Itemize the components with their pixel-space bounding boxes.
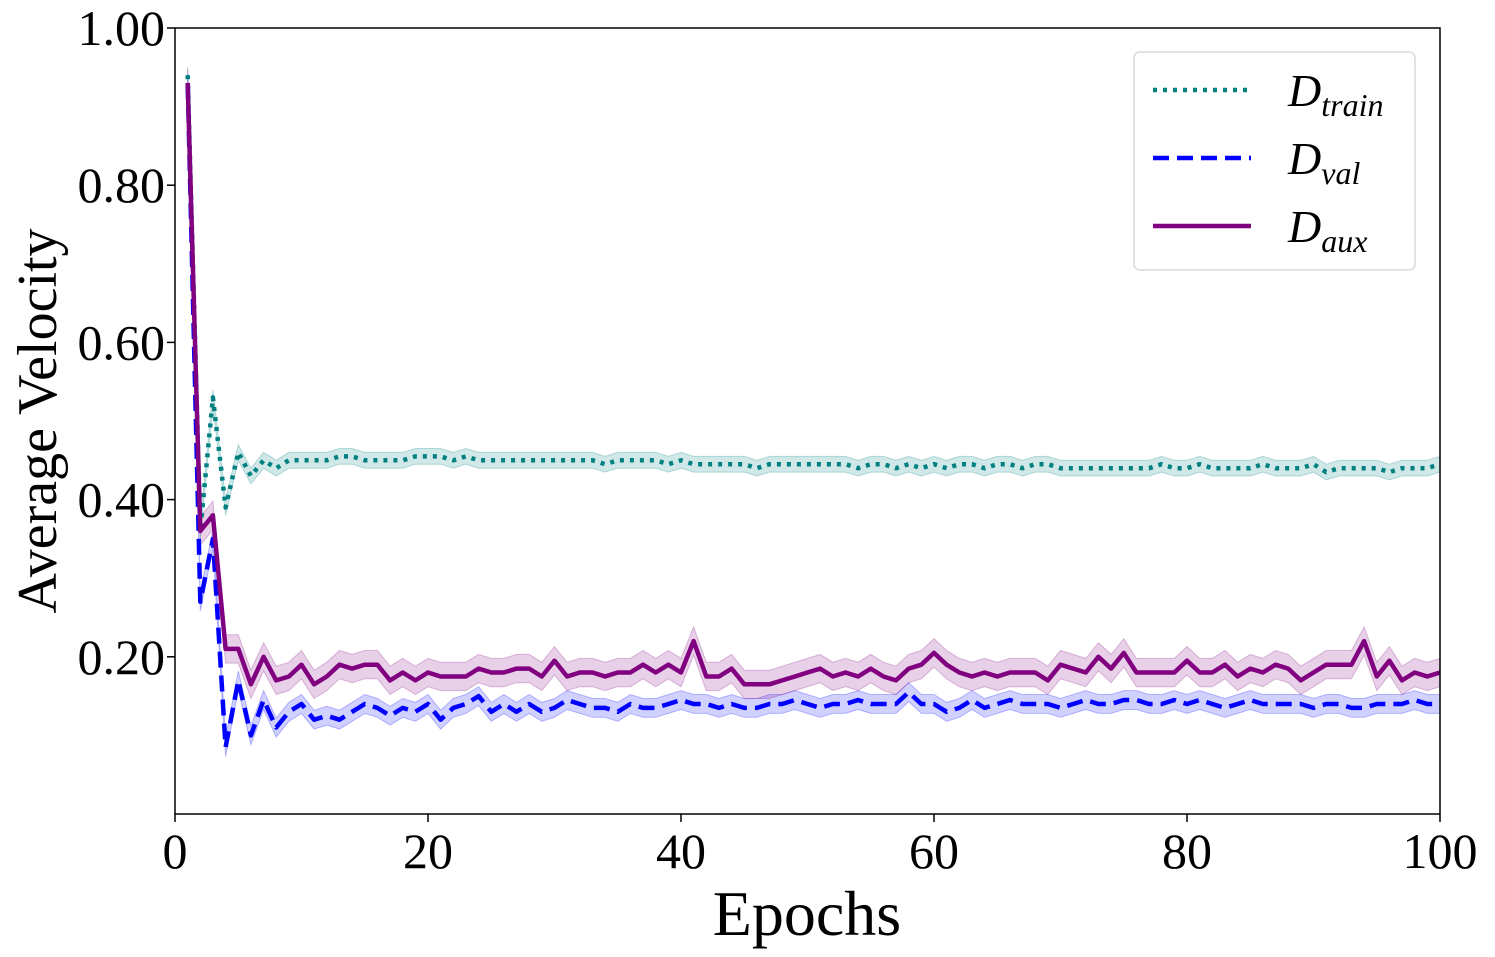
legend-label-D_aux: Daux [1287, 201, 1367, 259]
x-axis: 0 20 40 60 80 100 [163, 814, 1478, 879]
x-tick-label: 40 [656, 823, 706, 879]
x-tick-label: 0 [163, 823, 188, 879]
y-tick-label: 0.40 [78, 472, 166, 528]
x-tick-label: 60 [909, 823, 959, 879]
line-D_aux [185, 82, 1441, 687]
y-axis-title: Average Velocity [7, 228, 69, 613]
series-lines [185, 75, 1441, 750]
y-tick-label: 0.60 [78, 314, 166, 370]
x-tick-label: 80 [1162, 823, 1212, 879]
plot-frame [174, 27, 1441, 815]
y-tick-label: 0.20 [78, 629, 166, 685]
x-tick-label: 20 [403, 823, 453, 879]
y-tick-label: 1.00 [78, 0, 166, 56]
legend-box [1133, 51, 1416, 271]
y-tick-label: 0.80 [78, 157, 166, 213]
x-tick-label: 100 [1403, 823, 1478, 879]
legend-label-D_train: Dtrain [1287, 65, 1383, 123]
x-axis-title: Epochs [713, 878, 901, 949]
legend: Dtrain Dval Daux [1133, 51, 1416, 271]
line-D_train [185, 75, 1441, 534]
y-axis: 0.20 0.40 0.60 0.80 1.00 [78, 0, 175, 685]
line-D_val [185, 82, 1440, 750]
legend-label-D_val: Dval [1287, 133, 1360, 191]
